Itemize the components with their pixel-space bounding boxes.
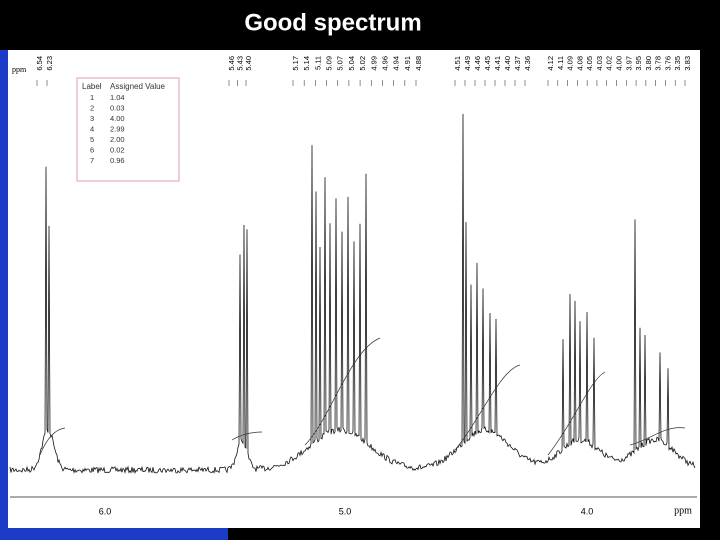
- table-cell: 2.99: [110, 124, 125, 133]
- peak-label: 4.03: [595, 56, 604, 71]
- peak-label: 3.76: [663, 56, 672, 71]
- peak-label: 5.04: [347, 56, 356, 71]
- axis-tick-label: 5.0: [339, 506, 352, 516]
- table-cell: 2: [90, 103, 94, 112]
- table-header: Label: [82, 82, 102, 91]
- slide-title: Good spectrum: [244, 9, 421, 36]
- peak-label: 3.35: [673, 56, 682, 71]
- integral-curve: [39, 337, 686, 456]
- peak-label: 5.40: [244, 56, 253, 71]
- peak-labels: 6.54 6.23 5.46 5.43 5.40 5.17 5.14 5.11 5.09 5.07…: [35, 56, 692, 86]
- table-cell: 0.02: [110, 145, 125, 154]
- peak-label: 3.95: [634, 56, 643, 71]
- blue-strip-bottom: [0, 528, 228, 540]
- peak-label: 4.94: [392, 56, 401, 71]
- table-cell: 4: [90, 124, 94, 133]
- peak-label: 4.96: [380, 56, 389, 71]
- peak-label: 4.45: [483, 56, 492, 71]
- peak-label: 5.11: [313, 56, 322, 70]
- table-header: Assigned Value: [110, 82, 166, 91]
- table-cell: 1: [90, 93, 94, 102]
- peak-label: 5.14: [302, 56, 311, 71]
- table-cell: 1.04: [110, 93, 125, 102]
- peak-label: 4.88: [414, 56, 423, 71]
- peak-label: 5.43: [235, 56, 244, 71]
- peak-label: 4.51: [453, 56, 462, 71]
- blue-strip: [0, 50, 9, 540]
- table-cell: 7: [90, 156, 94, 165]
- peak-label: 6.54: [35, 56, 44, 71]
- peak-label: 3.80: [644, 56, 653, 71]
- peak-label: 5.02: [358, 56, 367, 71]
- table-cell: 4.00: [110, 114, 125, 123]
- peak-label: 4.02: [605, 56, 614, 71]
- peak-label: 4.91: [403, 56, 412, 71]
- peak-label: 5.09: [325, 56, 334, 71]
- peak-label: 3.78: [654, 56, 663, 71]
- peak-label: 4.09: [566, 56, 575, 71]
- peak-label: 5.46: [227, 56, 236, 71]
- peak-label: 5.17: [291, 56, 300, 71]
- peak-label: 4.08: [575, 56, 584, 71]
- peak-label: 4.49: [463, 56, 472, 71]
- peak-label: 4.46: [473, 56, 482, 71]
- axis-tick-label: 6.0: [99, 506, 112, 516]
- peak-label: 4.36: [523, 56, 532, 71]
- table-cell: 0.96: [110, 156, 125, 165]
- peak-label: 4.11: [556, 56, 565, 70]
- spectrum-trace: [9, 113, 696, 475]
- table-cell: 2.00: [110, 135, 125, 144]
- integral-table: [76, 77, 180, 182]
- peak-label: 5.07: [336, 56, 345, 71]
- peak-label: 4.00: [614, 56, 623, 71]
- axis-tick-label: 4.0: [581, 506, 594, 516]
- table-cell: 5: [90, 135, 94, 144]
- peak-label: 4.05: [585, 56, 594, 71]
- table-cell: 6: [90, 145, 94, 154]
- peak-label: 3.97: [624, 56, 633, 71]
- peak-label: 4.37: [513, 56, 522, 71]
- axis-unit: ppm: [674, 505, 692, 516]
- peak-label: 4.99: [369, 56, 378, 71]
- integral-table-text: Label Assigned Value 1 1.04 2 0.03 3 4.00 4 2.99 5…: [82, 82, 166, 165]
- peak-label: 6.23: [45, 56, 54, 71]
- corner-unit: ppm: [12, 65, 27, 74]
- peak-label: 4.41: [493, 56, 502, 71]
- peak-label: 3.83: [683, 56, 692, 71]
- peak-label: 4.40: [503, 56, 512, 71]
- table-cell: 0.03: [110, 103, 125, 112]
- table-cell: 3: [90, 114, 94, 123]
- peak-label: 4.12: [546, 56, 555, 71]
